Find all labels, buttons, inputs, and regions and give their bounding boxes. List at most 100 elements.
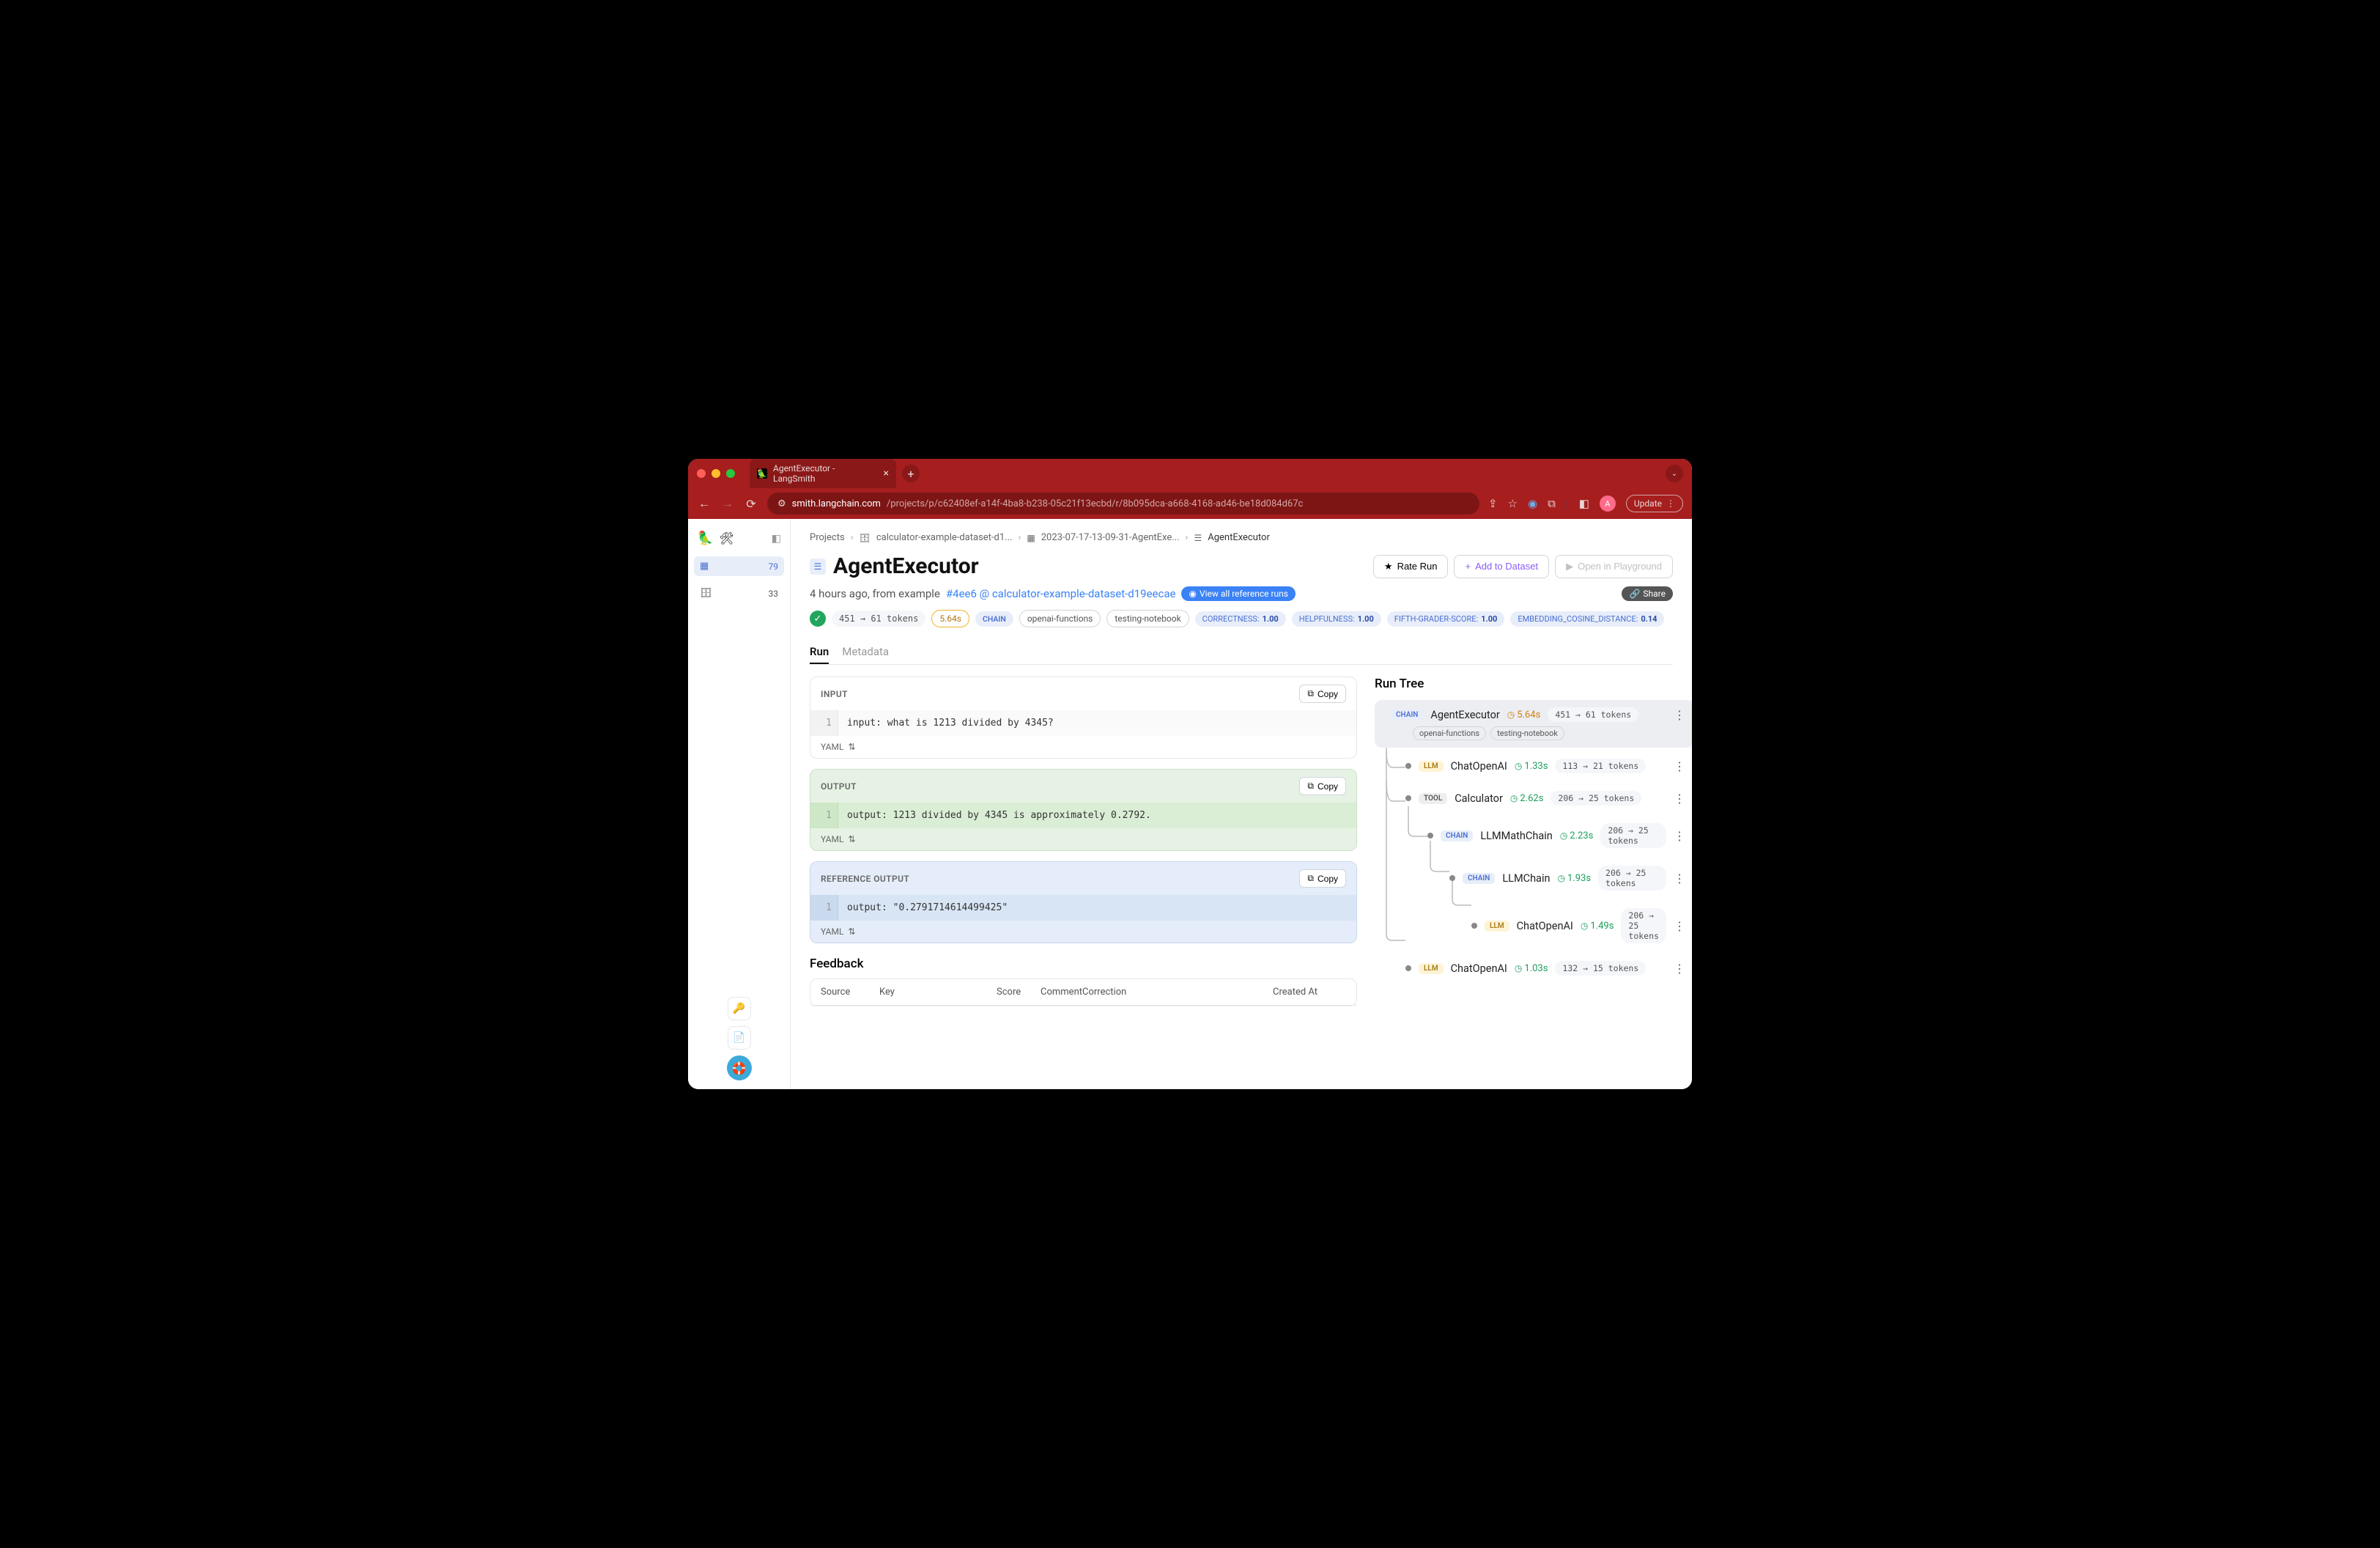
output-footer[interactable]: YAML⇅ [810,828,1356,850]
tab-metadata[interactable]: Metadata [842,641,889,664]
metric-key: EMBEDDING_COSINE_DISTANCE: [1518,614,1638,624]
reload-button[interactable]: ⟳ [744,497,758,511]
tag-pill: testing-notebook [1490,726,1564,740]
tab-run[interactable]: Run [810,641,829,664]
url-bar[interactable]: ⚙ smith.langchain.com/projects/p/c62408e… [767,493,1479,515]
api-key-button[interactable]: 🔑 [728,997,751,1020]
tree-node[interactable]: CHAIN LLMMathChain ◷2.23s 206 → 25 token… [1419,817,1692,855]
close-window-icon[interactable] [697,469,706,478]
help-button[interactable]: 🛟 [727,1055,752,1080]
close-tab-icon[interactable]: × [884,468,889,479]
extensions-icon[interactable]: ⧉ [1548,497,1556,510]
col-source: Source [821,987,879,998]
browser-tab[interactable]: 🦜 AgentExecutor - LangSmith × [750,459,896,488]
tree-node[interactable]: TOOL Calculator ◷2.62s 206 → 25 tokens ⋮ [1397,784,1692,812]
run-tree: CHAIN AgentExecutor ◷5.64s 451 → 61 toke… [1375,700,1692,982]
share-button[interactable]: 🔗Share [1622,586,1673,601]
node-name: Calculator [1455,792,1503,805]
back-button[interactable]: ← [697,496,712,511]
feedback-title: Feedback [810,957,1357,971]
col-key: Key [879,987,997,998]
extension-icon[interactable]: ◉ [1528,497,1537,510]
breadcrumb-item[interactable]: Projects [810,532,845,543]
col-correction: Correction [1082,987,1273,998]
io-column: INPUT ⧉Copy 1 input: what is 1213 divide… [810,677,1357,1006]
node-type-tag: CHAIN [1463,873,1495,884]
clock-icon: ◷ [1560,830,1567,841]
node-name: ChatOpenAI [1517,920,1573,932]
node-type-tag: TOOL [1419,793,1447,804]
copy-reference-button[interactable]: ⧉Copy [1299,869,1346,888]
col-comment: Comment [1041,987,1082,998]
breadcrumb-item[interactable]: 2023-07-17-13-09-31-AgentExe... [1041,532,1180,543]
node-type-tag: LLM [1485,921,1509,932]
help-icon: 🛟 [732,1061,747,1075]
tree-node-root[interactable]: CHAIN AgentExecutor ◷5.64s 451 → 61 toke… [1375,700,1692,748]
line-number: 1 [810,803,838,828]
url-path: /projects/p/c62408ef-a14f-4ba8-b238-05c2… [887,498,1303,509]
node-menu-icon[interactable]: ⋮ [1674,759,1685,773]
tag-pill: testing-notebook [1106,610,1189,627]
forward-button[interactable]: → [720,496,735,511]
profile-avatar[interactable]: A [1600,495,1616,512]
add-to-dataset-button[interactable]: +Add to Dataset [1454,555,1549,578]
node-duration: ◷5.64s [1507,710,1541,720]
clock-icon: ◷ [1507,710,1515,720]
reference-footer[interactable]: YAML⇅ [810,921,1356,943]
collapse-sidebar-icon[interactable]: ◧ [772,533,781,545]
clock-icon: ◷ [1581,921,1588,931]
node-type-tag: CHAIN [1441,830,1473,841]
tree-node[interactable]: CHAIN LLMChain ◷1.93s 206 → 25 tokens ⋮ [1441,859,1692,897]
tree-node[interactable]: LLM ChatOpenAI ◷1.33s 113 → 21 tokens ⋮ [1397,752,1692,780]
line-number: 1 [810,895,838,921]
node-menu-icon[interactable]: ⋮ [1674,792,1685,806]
update-button[interactable]: Update ⋮ [1626,495,1683,512]
input-header: INPUT ⧉Copy [810,677,1356,710]
maximize-window-icon[interactable] [726,469,735,478]
node-duration: ◷2.23s [1560,830,1594,841]
info-icon: ◉ [1189,589,1196,599]
view-reference-runs-button[interactable]: ◉View all reference runs [1181,586,1296,601]
window-controls [697,469,735,478]
node-dot-icon [1405,795,1411,801]
tree-node[interactable]: LLM ChatOpenAI ◷1.03s 132 → 15 tokens ⋮ [1397,954,1692,982]
input-code: 1 input: what is 1213 divided by 4345? [810,710,1356,736]
docs-button[interactable]: 📄 [728,1026,751,1050]
node-menu-icon[interactable]: ⋮ [1674,708,1685,722]
breadcrumb-item[interactable]: calculator-example-dataset-d1... [876,532,1013,543]
sort-icon: ⇅ [848,926,855,937]
node-menu-icon[interactable]: ⋮ [1674,962,1685,976]
example-link[interactable]: #4ee6 @ calculator-example-dataset-d19ee… [946,587,1176,600]
tree-node[interactable]: LLM ChatOpenAI ◷1.49s 206 → 25 tokens ⋮ [1463,902,1692,950]
input-footer[interactable]: YAML⇅ [810,736,1356,758]
sidepanel-icon[interactable]: ◧ [1579,497,1589,510]
share-icon[interactable]: ⇪ [1488,497,1498,510]
node-menu-icon[interactable]: ⋮ [1674,829,1685,843]
sidebar-item-datasets[interactable]: 🗄 33 [694,583,784,603]
sidebar-item-runs[interactable]: ▦ 79 [694,556,784,576]
copy-label: Copy [1318,781,1338,792]
new-tab-button[interactable]: + [902,465,920,482]
node-menu-icon[interactable]: ⋮ [1674,871,1685,885]
toolbar-row: ← → ⟳ ⚙ smith.langchain.com/projects/p/c… [688,488,1692,519]
node-dot-icon [1405,965,1411,971]
node-type-tag: LLM [1419,761,1444,772]
metric-pill: HELPFULNESS: 1.00 [1292,611,1381,627]
breadcrumb-item: AgentExecutor [1208,532,1270,543]
node-menu-icon[interactable]: ⋮ [1674,919,1685,933]
minimize-window-icon[interactable] [712,469,720,478]
node-duration: ◷1.93s [1557,873,1591,884]
expand-tabs-button[interactable]: ⌄ [1666,465,1683,482]
browser-chrome: 🦜 AgentExecutor - LangSmith × + ⌄ ← → ⟳ … [688,459,1692,519]
output-label: OUTPUT [821,781,857,792]
clock-icon: ◷ [1510,793,1518,803]
output-text: output: 1213 divided by 4345 is approxim… [838,803,1160,828]
copy-input-button[interactable]: ⧉Copy [1299,685,1346,703]
site-settings-icon[interactable]: ⚙ [777,498,786,509]
col-created: Created At [1273,987,1346,998]
rate-run-button[interactable]: ★Rate Run [1373,555,1449,578]
bookmark-icon[interactable]: ☆ [1508,497,1518,510]
chevron-right-icon: › [1186,532,1189,543]
hammer-icon: 🛠 [719,531,733,545]
copy-output-button[interactable]: ⧉Copy [1299,777,1346,795]
